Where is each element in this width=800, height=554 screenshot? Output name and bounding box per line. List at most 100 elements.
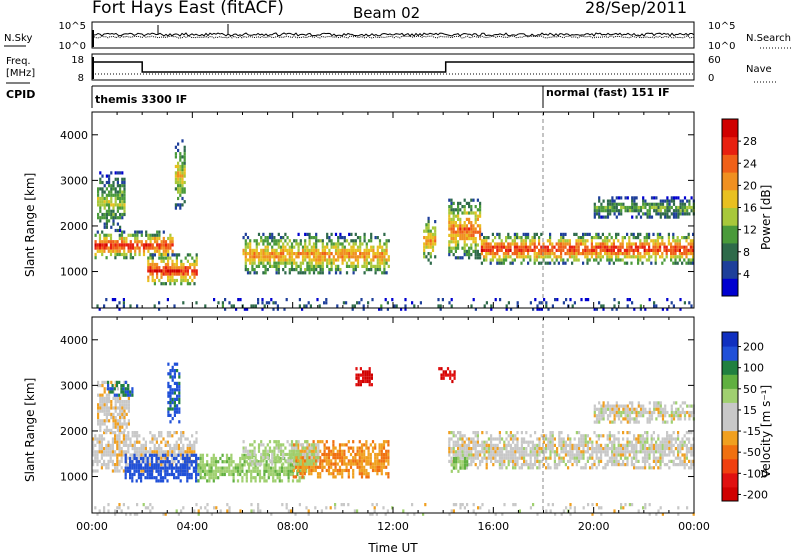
echo-pixel bbox=[560, 443, 563, 447]
echo-pixel bbox=[114, 249, 117, 253]
echo-pixel bbox=[288, 255, 291, 259]
echo-pixel bbox=[463, 249, 466, 253]
echo-pixel bbox=[474, 221, 477, 225]
echo-pixel bbox=[151, 243, 154, 247]
echo-pixel bbox=[223, 460, 226, 464]
echo-pixel bbox=[112, 243, 115, 247]
echo-pixel bbox=[251, 449, 254, 453]
echo-pixel bbox=[431, 239, 435, 243]
echo-pixel bbox=[303, 472, 306, 476]
echo-pixel bbox=[470, 243, 473, 247]
echo-pixel bbox=[116, 203, 119, 207]
echo-pixel bbox=[173, 388, 176, 392]
echo-pixel bbox=[184, 469, 187, 473]
echo-pixel bbox=[153, 434, 156, 438]
echo-pixel bbox=[159, 479, 162, 483]
echo-pixel bbox=[94, 456, 97, 460]
echo-pixel bbox=[103, 184, 106, 188]
echo-pixel bbox=[342, 301, 345, 305]
echo-pixel bbox=[511, 258, 514, 262]
echo-pixel bbox=[601, 245, 604, 249]
echo-pixel bbox=[110, 225, 113, 229]
echo-pixel bbox=[360, 475, 364, 479]
echo-pixel bbox=[148, 472, 151, 477]
echo-pixel bbox=[124, 456, 127, 461]
echo-pixel bbox=[391, 298, 394, 302]
echo-pixel bbox=[164, 463, 167, 467]
freq-left-tick-bottom: 8 bbox=[78, 73, 84, 84]
echo-pixel bbox=[135, 463, 138, 467]
echo-pixel bbox=[99, 428, 102, 432]
echo-pixel bbox=[558, 434, 561, 438]
echo-pixel bbox=[296, 472, 299, 477]
echo-pixel bbox=[538, 440, 541, 444]
echo-pixel bbox=[118, 301, 121, 305]
echo-pixel bbox=[169, 431, 172, 435]
echo-pixel bbox=[619, 245, 622, 249]
echo-pixel bbox=[479, 233, 482, 237]
echo-pixel bbox=[672, 255, 675, 259]
echo-pixel bbox=[613, 304, 616, 308]
echo-pixel bbox=[463, 447, 466, 451]
echo-pixel bbox=[600, 209, 603, 213]
echo-pixel bbox=[512, 459, 515, 463]
echo-pixel bbox=[169, 388, 172, 392]
echo-pixel bbox=[657, 202, 660, 206]
echo-pixel bbox=[434, 236, 437, 240]
echo-pixel bbox=[178, 269, 181, 273]
echo-pixel bbox=[273, 255, 276, 259]
echo-pixel bbox=[645, 239, 648, 243]
echo-pixel bbox=[463, 205, 466, 209]
echo-pixel bbox=[650, 440, 653, 444]
echo-pixel bbox=[347, 449, 350, 453]
echo-pixel bbox=[536, 466, 539, 470]
echo-pixel bbox=[179, 479, 182, 483]
echo-pixel bbox=[496, 258, 499, 262]
echo-pixel bbox=[481, 431, 484, 435]
echo-pixel bbox=[562, 450, 565, 454]
echo-pixel bbox=[131, 476, 134, 480]
echo-pixel bbox=[367, 268, 371, 272]
echo-pixel bbox=[368, 367, 371, 371]
echo-pixel bbox=[661, 202, 665, 206]
echo-pixel bbox=[615, 456, 618, 460]
echo-pixel bbox=[112, 222, 115, 226]
echo-pixel bbox=[188, 472, 191, 477]
echo-pixel bbox=[457, 246, 460, 250]
echo-pixel bbox=[97, 203, 100, 207]
echo-pixel bbox=[646, 447, 649, 451]
echo-pixel bbox=[474, 256, 477, 260]
echo-pixel bbox=[142, 460, 145, 464]
echo-pixel bbox=[652, 453, 655, 457]
echo-pixel bbox=[361, 264, 364, 268]
echo-pixel bbox=[166, 450, 169, 454]
echo-pixel bbox=[611, 205, 614, 210]
echo-pixel bbox=[667, 236, 670, 240]
echo-pixel bbox=[448, 227, 451, 231]
echo-pixel bbox=[631, 205, 634, 210]
echo-pixel bbox=[623, 248, 626, 252]
echo-pixel bbox=[171, 378, 174, 382]
echo-pixel bbox=[595, 209, 599, 213]
echo-pixel bbox=[180, 262, 183, 267]
echo-pixel bbox=[242, 248, 245, 252]
echo-pixel bbox=[374, 268, 377, 272]
echo-pixel bbox=[646, 437, 649, 441]
echo-pixel bbox=[659, 199, 662, 203]
echo-pixel bbox=[505, 304, 508, 308]
echo-pixel bbox=[244, 264, 247, 268]
echo-pixel bbox=[450, 211, 453, 215]
echo-pixel bbox=[275, 440, 278, 444]
echo-pixel bbox=[639, 209, 643, 213]
echo-pixel bbox=[334, 232, 338, 236]
echo-pixel bbox=[137, 460, 140, 464]
echo-pixel bbox=[655, 209, 658, 213]
echo-pixel bbox=[182, 431, 185, 435]
echo-pixel bbox=[450, 246, 453, 250]
echo-pixel bbox=[271, 459, 274, 463]
echo-pixel bbox=[461, 230, 464, 234]
echo-pixel bbox=[308, 472, 311, 476]
colorbar-swatch bbox=[722, 119, 738, 138]
echo-pixel bbox=[114, 200, 117, 204]
echo-pixel bbox=[354, 258, 357, 262]
